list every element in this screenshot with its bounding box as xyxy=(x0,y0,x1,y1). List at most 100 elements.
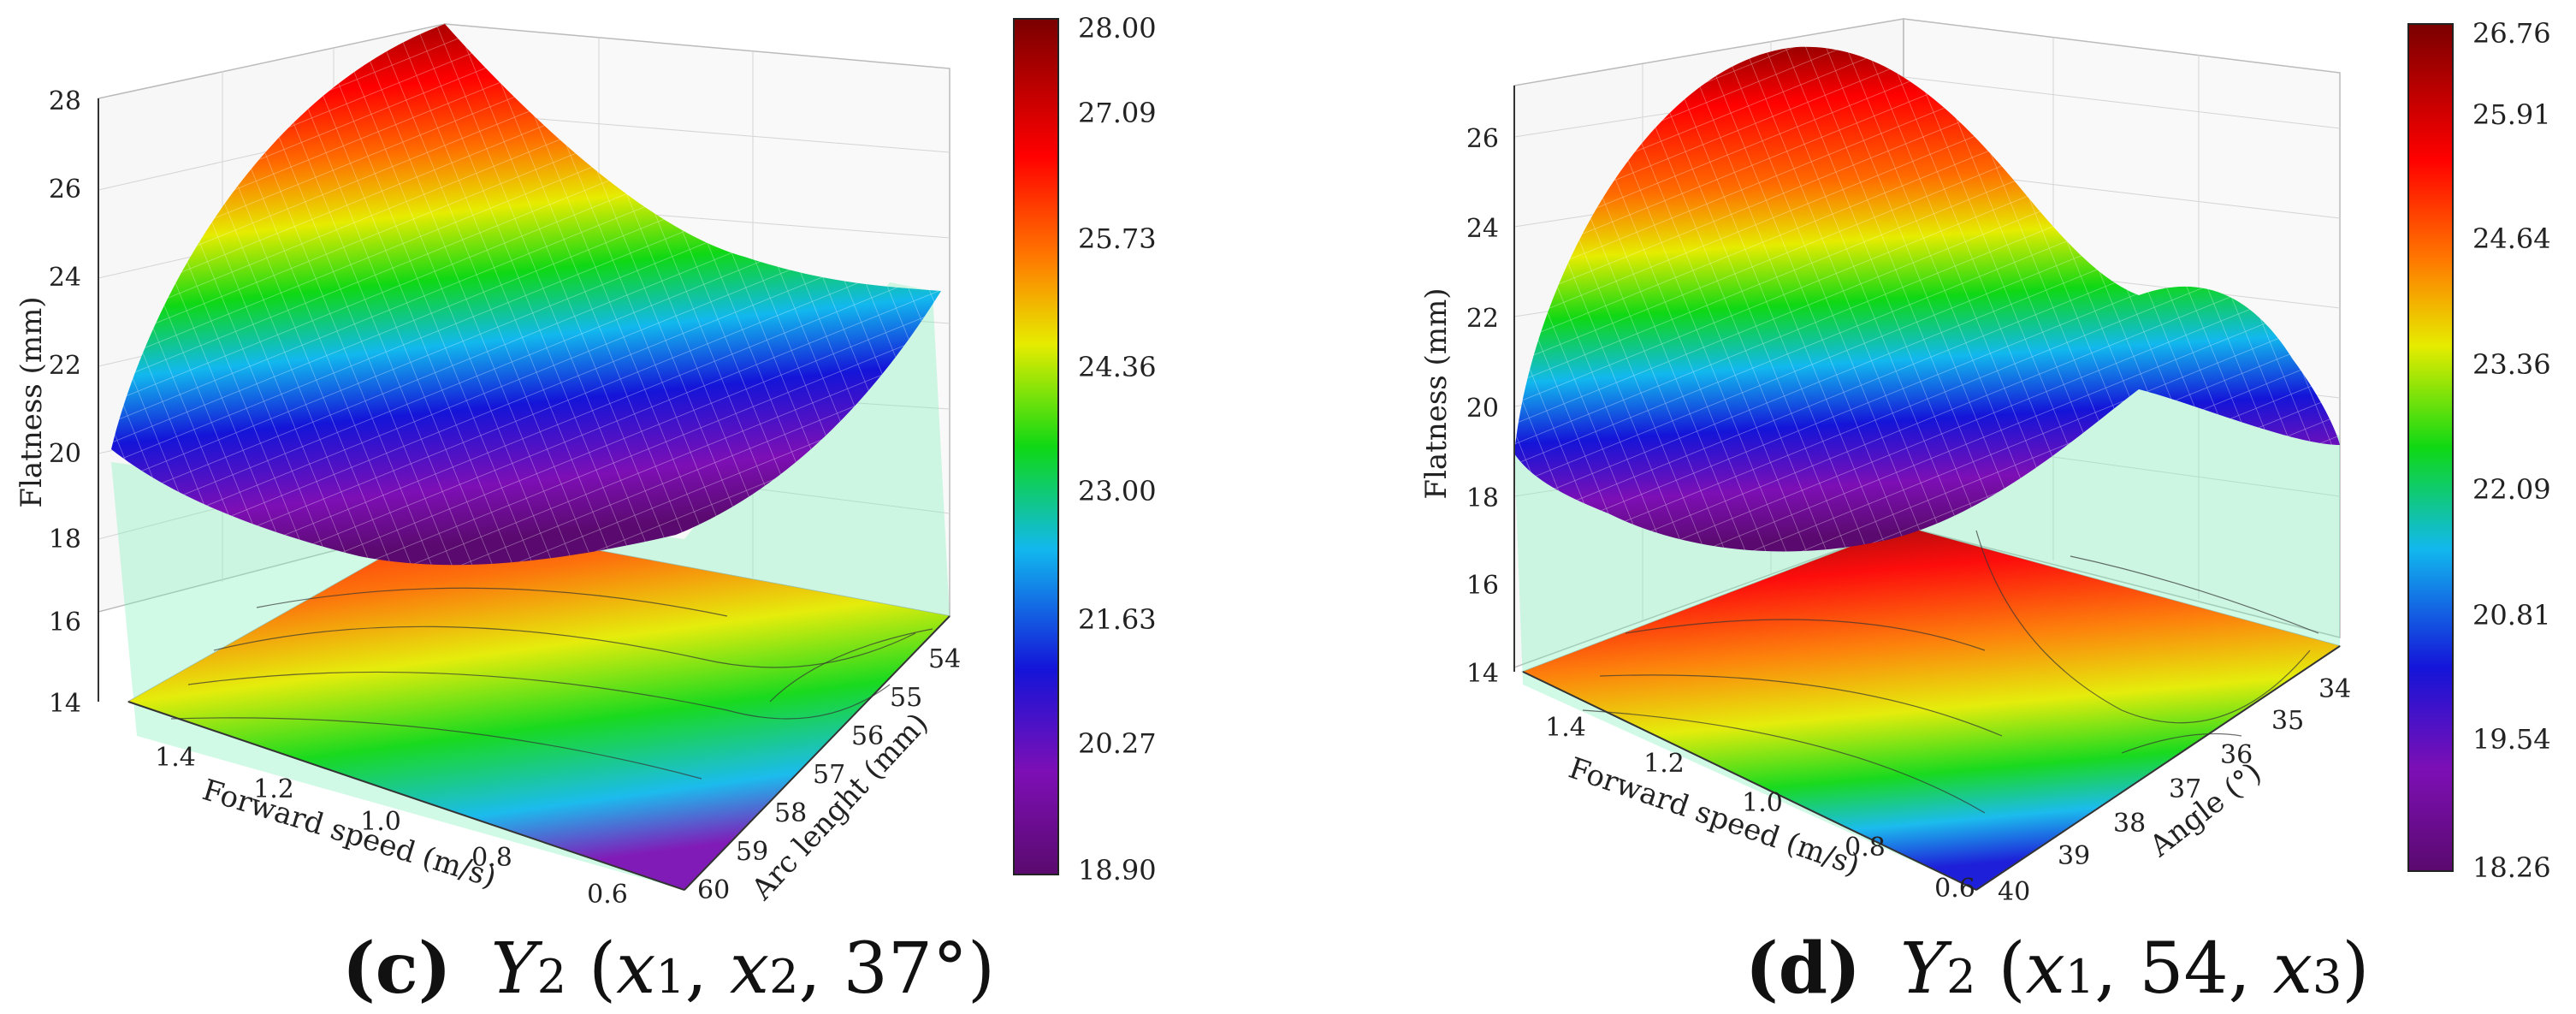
panel-c-caption: (c) Y2 (x1, x2, 37°) xyxy=(342,928,995,1010)
panel-c-z-tick: 20 xyxy=(49,439,81,469)
panel-c-caption-rest: , 37°) xyxy=(799,928,995,1010)
panel-d-caption-rest: ) xyxy=(2342,928,2369,1010)
panel-d-x-tick: 0.8 xyxy=(1845,833,1886,863)
panel-d-caption-x3: x xyxy=(2273,928,2312,1010)
panel-c-contour-lines xyxy=(170,587,933,780)
panel-c-y-tick: 58 xyxy=(774,798,807,828)
panel-d-z-tick: 24 xyxy=(1466,214,1499,244)
panel-c-caption-mid: , xyxy=(685,928,730,1010)
panel-d-caption: (d) Y2 (x1, 54, x3) xyxy=(1745,928,2369,1010)
panel-c-x-tick: 1.2 xyxy=(253,774,294,804)
panel-d-x-tick: 1.2 xyxy=(1643,749,1685,779)
panel-d-colorbar-tick: 18.26 xyxy=(2472,851,2551,884)
panel-c-z-tick: 24 xyxy=(49,263,81,293)
panel-d-colorbar-tick: 20.81 xyxy=(2472,599,2551,632)
panel-c-surface-mesh xyxy=(111,24,941,566)
panel-d-caption-y: Y xyxy=(1900,928,1952,1010)
panel-d-z-tick: 14 xyxy=(1466,659,1499,689)
panel-d-colorbar xyxy=(2407,23,2454,872)
panel-d-surface-mesh xyxy=(1514,46,2340,552)
panel-d-colorbar-tick: 19.54 xyxy=(2472,723,2551,756)
panel-c-colorbar-tick: 21.63 xyxy=(1078,603,1157,636)
panel-d-colorbar-tick: 23.36 xyxy=(2472,348,2551,381)
panel-c-x-ticks: 1.4 1.2 1.0 0.8 0.6 xyxy=(155,743,628,910)
panel-d-x-ticks: 1.4 1.2 1.0 0.8 0.6 xyxy=(1545,713,1975,904)
panel-c-colorbar-tick: 24.36 xyxy=(1078,351,1157,383)
panel-d-y-tick: 35 xyxy=(2271,706,2304,736)
panel-d-caption-x1-sub: 1 xyxy=(2065,950,2094,1004)
panel-d-caption-mid: , 54, xyxy=(2094,928,2273,1010)
panel-d-colorbar-tick: 25.91 xyxy=(2472,98,2551,131)
panel-d-x-tick: 0.6 xyxy=(1934,874,1975,904)
panel-d-caption-open: ( xyxy=(1976,928,2026,1010)
panel-c-caption-open: ( xyxy=(566,928,616,1010)
panel-c-x-tick: 0.8 xyxy=(471,843,512,873)
panel-c-y-tick: 55 xyxy=(890,683,922,713)
panel-c: 28 26 24 22 20 18 16 14 Flatness (mm) 1.… xyxy=(15,12,1157,1010)
panel-d-colorbar-tick: 26.76 xyxy=(2472,17,2551,50)
panel-d-z-ticks: 26 24 22 20 18 16 14 xyxy=(1466,124,1499,689)
panel-d-x-tick: 1.0 xyxy=(1742,788,1783,818)
panel-d-caption-x1: x xyxy=(2026,928,2065,1010)
panel-d-y-axis xyxy=(1975,645,2341,891)
panel-c-colorbar-tick: 25.73 xyxy=(1078,222,1157,255)
panel-c-z-label: Flatness (mm) xyxy=(15,296,49,507)
panel-d-contour-lines xyxy=(1582,530,2319,814)
panel-d-colorbar-tick: 24.64 xyxy=(2472,222,2551,255)
panel-c-caption-x2: x xyxy=(730,928,769,1010)
panel-d-caption-y-sub: 2 xyxy=(1946,950,1975,1004)
panel-c-x-axis xyxy=(127,701,685,891)
panel-d-x-axis xyxy=(1522,671,1977,891)
panel-c-colorbar-tick: 28.00 xyxy=(1078,12,1157,44)
panel-c-z-ticks: 28 26 24 22 20 18 16 14 xyxy=(49,86,81,719)
panel-d: 26 24 22 20 18 16 14 Flatness (mm) 1.4 1… xyxy=(1419,17,2551,1010)
panel-c-colorbar xyxy=(1013,18,1059,875)
panel-c-z-tick: 26 xyxy=(49,175,81,205)
panel-d-contour-floor xyxy=(1523,526,2340,890)
panel-d-y-label: Angle (°) xyxy=(2143,756,2268,864)
panel-d-x-tick: 1.4 xyxy=(1545,713,1586,743)
panel-c-y-axis xyxy=(684,615,950,891)
panel-c-y-tick: 54 xyxy=(928,644,961,674)
panel-d-y-tick: 37 xyxy=(2169,774,2201,804)
panel-c-y-tick: 59 xyxy=(736,837,768,867)
panel-c-y-tick: 56 xyxy=(851,721,884,751)
panel-c-y-ticks: 54 55 56 57 58 59 60 xyxy=(697,644,961,905)
panel-d-z-label: Flatness (mm) xyxy=(1419,288,1454,499)
panel-d-z-tick: 18 xyxy=(1466,483,1499,513)
panel-c-caption-x1: x xyxy=(616,928,655,1010)
panel-c-z-tick: 16 xyxy=(49,608,81,637)
panel-c-colorbar-tick: 18.90 xyxy=(1078,854,1157,887)
panel-c-y-tick: 60 xyxy=(697,875,730,905)
panel-c-caption-x1-sub: 1 xyxy=(655,950,684,1004)
panel-d-y-ticks: 34 35 36 37 38 39 40 xyxy=(1998,674,2351,907)
panel-c-colorbar-ticks: 28.00 27.09 25.73 24.36 23.00 21.63 20.2… xyxy=(1078,12,1157,887)
panel-d-y-tick: 38 xyxy=(2113,809,2146,839)
panel-d-z-tick: 22 xyxy=(1466,304,1499,334)
panel-c-caption-y-sub: 2 xyxy=(537,950,566,1004)
panel-c-colorbar-tick: 23.00 xyxy=(1078,475,1157,507)
panel-c-x-tick: 0.6 xyxy=(587,880,628,910)
panel-c-y-tick: 57 xyxy=(813,760,845,790)
panel-d-y-tick: 39 xyxy=(2058,841,2090,871)
panel-d-y-tick: 40 xyxy=(1998,877,2030,907)
panel-c-z-tick: 22 xyxy=(49,351,81,381)
panel-c-contour-floor xyxy=(128,522,950,890)
panel-d-z-tick: 20 xyxy=(1466,394,1499,424)
panel-c-z-tick: 14 xyxy=(49,689,81,719)
panel-d-z-tick: 16 xyxy=(1466,571,1499,601)
panel-d-y-tick: 34 xyxy=(2318,674,2351,704)
panel-c-colorbar-tick: 27.09 xyxy=(1078,97,1157,129)
panel-d-caption-x3-sub: 3 xyxy=(2312,950,2342,1004)
panel-d-caption-letter: (d) xyxy=(1745,928,1861,1010)
panel-c-x-tick: 1.0 xyxy=(360,807,401,837)
panel-c-caption-x2-sub: 2 xyxy=(769,950,798,1004)
panel-d-colorbar-ticks: 26.76 25.91 24.64 23.36 22.09 20.81 19.5… xyxy=(2472,17,2551,884)
panel-c-z-tick: 18 xyxy=(49,525,81,554)
panel-c-caption-letter: (c) xyxy=(342,928,452,1010)
panel-d-z-tick: 26 xyxy=(1466,124,1499,154)
panel-d-colorbar-tick: 22.09 xyxy=(2472,473,2551,506)
panel-c-x-tick: 1.4 xyxy=(155,743,196,773)
panel-c-colorbar-tick: 20.27 xyxy=(1078,727,1157,760)
